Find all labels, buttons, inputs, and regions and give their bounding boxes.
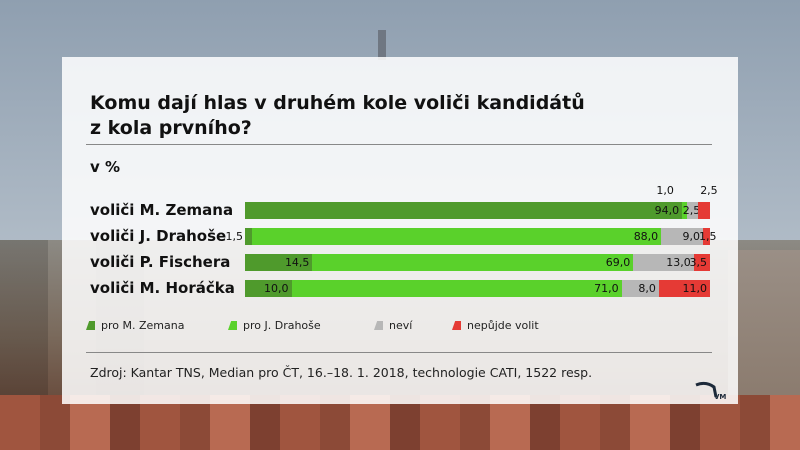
row-label: voliči M. Zemana: [90, 201, 234, 219]
bar-row: 10,0 71,0 8,0 11,0: [245, 280, 710, 297]
bar-segment: [621, 280, 659, 297]
bar-segment: [682, 202, 687, 219]
bar-segment: [693, 254, 710, 271]
bar-segment: [251, 228, 662, 245]
bar-segment: [633, 254, 694, 271]
bar-segment: [245, 202, 683, 219]
source-note: Zdroj: Kantar TNS, Median pro ČT, 16.–18…: [90, 365, 593, 380]
bar-segment: [658, 280, 710, 297]
data-label: 10,0: [264, 282, 289, 295]
unit-label: v %: [90, 158, 121, 176]
chart-title-line: z kola prvního?: [90, 117, 252, 139]
chart-title-line: Komu dají hlas v druhém kole voliči kand…: [90, 92, 585, 114]
data-label: 69,0: [605, 256, 631, 269]
bar-row: 14,5 69,0 13,0 3,5: [245, 254, 710, 271]
bar-row: 94,0 2,5: [245, 202, 710, 219]
data-label: 11,0: [682, 282, 708, 295]
data-label: 2,5: [700, 184, 718, 197]
legend-label: pro M. Zemana: [101, 319, 185, 332]
data-label: 2,5: [682, 204, 701, 217]
bar-row: 1,5 88,0 9,0 1,5: [226, 228, 717, 245]
bar-segment: [245, 280, 292, 297]
data-label: 13,0: [666, 256, 691, 269]
background-building: [728, 250, 800, 400]
row-label: voliči J. Drahoše: [90, 227, 227, 245]
bar-segment: [703, 228, 710, 245]
legend-label: neví: [389, 319, 413, 332]
data-label: 1,0: [656, 184, 674, 197]
legend-swatch: [374, 321, 383, 330]
data-label: 1,5: [699, 230, 717, 243]
legend-swatch: [86, 321, 95, 330]
logo-text: VM: [714, 393, 726, 401]
legend-item: pro M. Zemana: [86, 319, 184, 332]
bar-segment: [291, 280, 622, 297]
chart-title: Komu dají hlas v druhém kole voliči kand…: [90, 91, 690, 141]
data-label: 71,0: [594, 282, 619, 295]
data-label: 88,0: [633, 230, 659, 243]
legend-label: nepůjde volit: [467, 319, 539, 332]
legend-item: neví: [374, 319, 412, 332]
legend-item: pro J. Drahoše: [228, 319, 321, 332]
legend-label: pro J. Drahoše: [243, 319, 321, 332]
bar-segment: [698, 202, 710, 219]
legend-swatch: [452, 321, 461, 330]
chart-panel: Komu dají hlas v druhém kole voliči kand…: [62, 57, 738, 404]
data-label: 3,5: [689, 256, 708, 269]
background-roofs: [0, 395, 800, 450]
data-label: 9,0: [682, 230, 701, 243]
data-label: 94,0: [654, 204, 680, 217]
bar-segment: [312, 254, 634, 271]
source-divider: [86, 352, 712, 353]
bar-segment: [661, 228, 704, 245]
data-label: 1,5: [225, 230, 244, 243]
row-label: voliči P. Fischera: [90, 253, 231, 271]
bar-segment: [245, 254, 313, 271]
data-label: 8,0: [638, 282, 656, 295]
data-label: 14,5: [284, 256, 310, 269]
bar-segment: [686, 202, 699, 219]
broadcaster-logo: VM: [695, 381, 726, 401]
title-divider: [86, 144, 712, 145]
row-label: voliči M. Horáčka: [90, 279, 235, 297]
legend-item: nepůjde volit: [452, 319, 539, 332]
legend-swatch: [228, 321, 237, 330]
background-spire: [378, 30, 386, 60]
bar-segment: [245, 228, 252, 245]
